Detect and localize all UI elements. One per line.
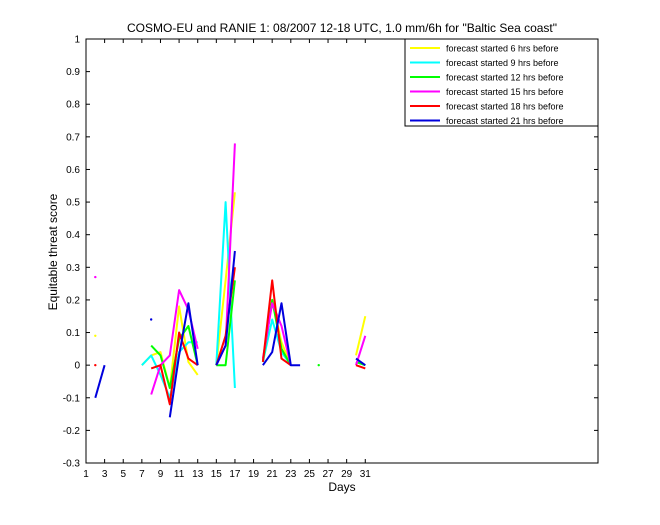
y-tick-label: 0.8 bbox=[66, 100, 80, 111]
axis-ticks: 1 3 5 7 9 11 13 15 17 19 21 23 25 27 29 31-0.3-0.2-0.10… bbox=[63, 35, 598, 480]
x-tick-label: 11 bbox=[174, 469, 185, 480]
series-line bbox=[355, 315, 367, 356]
x-tick-label: 31 bbox=[360, 469, 372, 480]
series-line bbox=[355, 357, 366, 367]
series-point bbox=[94, 334, 97, 337]
x-axis-label: Days bbox=[328, 480, 355, 494]
y-tick-label: -0.1 bbox=[63, 393, 81, 404]
series-lines bbox=[94, 143, 367, 418]
series-line bbox=[262, 302, 301, 367]
y-tick-label: 0.1 bbox=[66, 328, 80, 339]
x-tick-label: 17 bbox=[229, 469, 241, 480]
x-tick-label: 25 bbox=[304, 469, 316, 480]
y-axis-label: Equitable threat score bbox=[46, 193, 60, 310]
x-tick-label: 23 bbox=[285, 469, 297, 480]
x-tick-label: 27 bbox=[322, 469, 334, 480]
y-tick-label: 0 bbox=[74, 361, 80, 372]
y-tick-label: 0.5 bbox=[66, 198, 80, 209]
legend-label: forecast started 15 hrs before bbox=[446, 87, 564, 97]
chart-title: COSMO-EU and RANIE 1: 08/2007 12-18 UTC,… bbox=[127, 21, 557, 35]
series-group bbox=[94, 250, 366, 418]
series-point bbox=[317, 363, 320, 367]
y-tick-label: -0.2 bbox=[63, 426, 81, 437]
x-tick-label: 1 bbox=[83, 469, 89, 480]
legend-box bbox=[404, 38, 599, 127]
y-tick-label: -0.3 bbox=[63, 459, 81, 470]
series-line bbox=[215, 201, 236, 389]
legend-label: forecast started 21 hrs before bbox=[446, 116, 564, 126]
y-tick-label: 0.2 bbox=[66, 295, 80, 306]
series-line bbox=[168, 302, 199, 418]
series-line bbox=[216, 280, 236, 367]
legend-label: forecast started 6 hrs before bbox=[446, 44, 559, 54]
series-line bbox=[261, 279, 292, 367]
legend-label: forecast started 18 hrs before bbox=[446, 102, 564, 112]
x-tick-label: 19 bbox=[248, 469, 260, 480]
x-tick-label: 5 bbox=[120, 469, 126, 480]
y-tick-label: 1 bbox=[74, 35, 80, 46]
x-tick-label: 7 bbox=[139, 469, 145, 480]
series-line bbox=[94, 364, 106, 399]
y-tick-label: 0.3 bbox=[66, 263, 80, 274]
x-tick-label: 3 bbox=[102, 469, 108, 480]
series-line bbox=[150, 331, 199, 406]
y-tick-label: 0.6 bbox=[66, 165, 80, 176]
legend: forecast started 6 hrs before forecast st… bbox=[404, 38, 599, 127]
series-point bbox=[94, 363, 97, 367]
series-point bbox=[149, 318, 153, 321]
y-tick-label: 0.7 bbox=[66, 132, 80, 143]
series-line bbox=[355, 364, 366, 370]
legend-label: forecast started 9 hrs before bbox=[446, 58, 559, 68]
series-point bbox=[94, 275, 97, 279]
legend-label: forecast started 12 hrs before bbox=[446, 73, 564, 83]
x-tick-label: 15 bbox=[211, 469, 223, 480]
x-tick-label: 13 bbox=[192, 469, 204, 480]
x-tick-label: 21 bbox=[267, 469, 279, 480]
y-tick-label: 0.9 bbox=[66, 67, 80, 78]
series-line bbox=[215, 250, 236, 366]
x-tick-label: 29 bbox=[341, 469, 353, 480]
y-tick-label: 0.4 bbox=[66, 230, 80, 241]
x-tick-label: 9 bbox=[158, 469, 164, 480]
